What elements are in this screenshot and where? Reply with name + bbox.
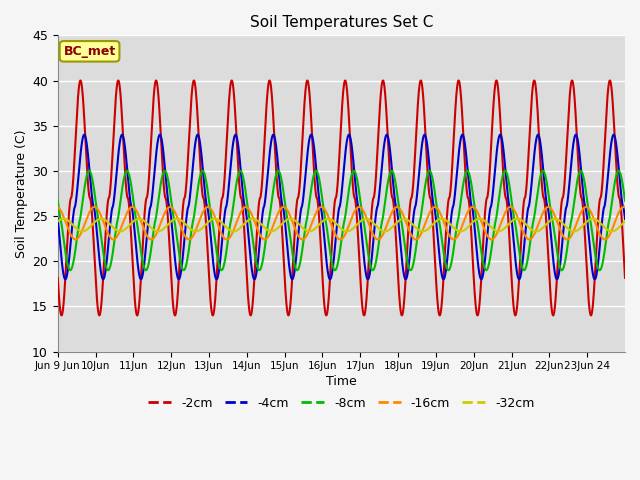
-32cm [611, 228, 618, 234]
-2cm [119, 126, 127, 132]
-4cm [549, 254, 557, 260]
-4cm [61, 276, 69, 282]
-16cm [119, 221, 127, 227]
-8cm [615, 168, 623, 174]
-2cm [621, 275, 629, 281]
-4cm [621, 216, 629, 222]
-16cm [152, 231, 160, 237]
-32cm [621, 218, 629, 224]
Title: Soil Temperatures Set C: Soil Temperatures Set C [250, 15, 433, 30]
-4cm [152, 150, 160, 156]
-2cm [611, 125, 618, 131]
-8cm [119, 183, 127, 189]
Line: -8cm: -8cm [58, 171, 625, 270]
-2cm [54, 275, 61, 281]
-16cm [620, 204, 628, 210]
Line: -2cm: -2cm [58, 81, 625, 315]
-2cm [271, 155, 279, 161]
-8cm [549, 220, 557, 226]
-16cm [296, 235, 304, 241]
-16cm [271, 216, 279, 222]
-32cm [608, 228, 616, 234]
-16cm [610, 221, 618, 227]
-16cm [621, 204, 629, 210]
-4cm [119, 132, 127, 138]
-4cm [610, 132, 618, 138]
Text: BC_met: BC_met [63, 45, 116, 58]
Line: -16cm: -16cm [58, 207, 625, 240]
-8cm [621, 198, 629, 204]
X-axis label: Time: Time [326, 375, 356, 388]
-16cm [72, 237, 79, 242]
-8cm [296, 260, 304, 266]
-32cm [296, 222, 304, 228]
-32cm [60, 216, 67, 222]
-2cm [296, 178, 304, 183]
-8cm [271, 174, 279, 180]
-32cm [549, 216, 557, 222]
-8cm [54, 198, 61, 204]
Legend: -2cm, -4cm, -8cm, -16cm, -32cm: -2cm, -4cm, -8cm, -16cm, -32cm [143, 392, 540, 415]
-8cm [67, 267, 74, 273]
-32cm [54, 218, 61, 224]
-4cm [54, 216, 61, 222]
-2cm [58, 312, 65, 318]
Line: -4cm: -4cm [58, 135, 625, 279]
-2cm [549, 312, 557, 318]
-2cm [606, 78, 614, 84]
-16cm [54, 204, 61, 210]
-2cm [152, 78, 160, 84]
-4cm [271, 139, 279, 144]
-32cm [152, 228, 160, 234]
-32cm [119, 228, 127, 234]
Y-axis label: Soil Temperature (C): Soil Temperature (C) [15, 129, 28, 258]
Line: -32cm: -32cm [58, 219, 625, 231]
-32cm [271, 227, 279, 233]
-16cm [549, 209, 557, 215]
-8cm [610, 184, 618, 190]
-4cm [296, 214, 304, 219]
-4cm [611, 132, 618, 138]
-8cm [152, 213, 160, 218]
